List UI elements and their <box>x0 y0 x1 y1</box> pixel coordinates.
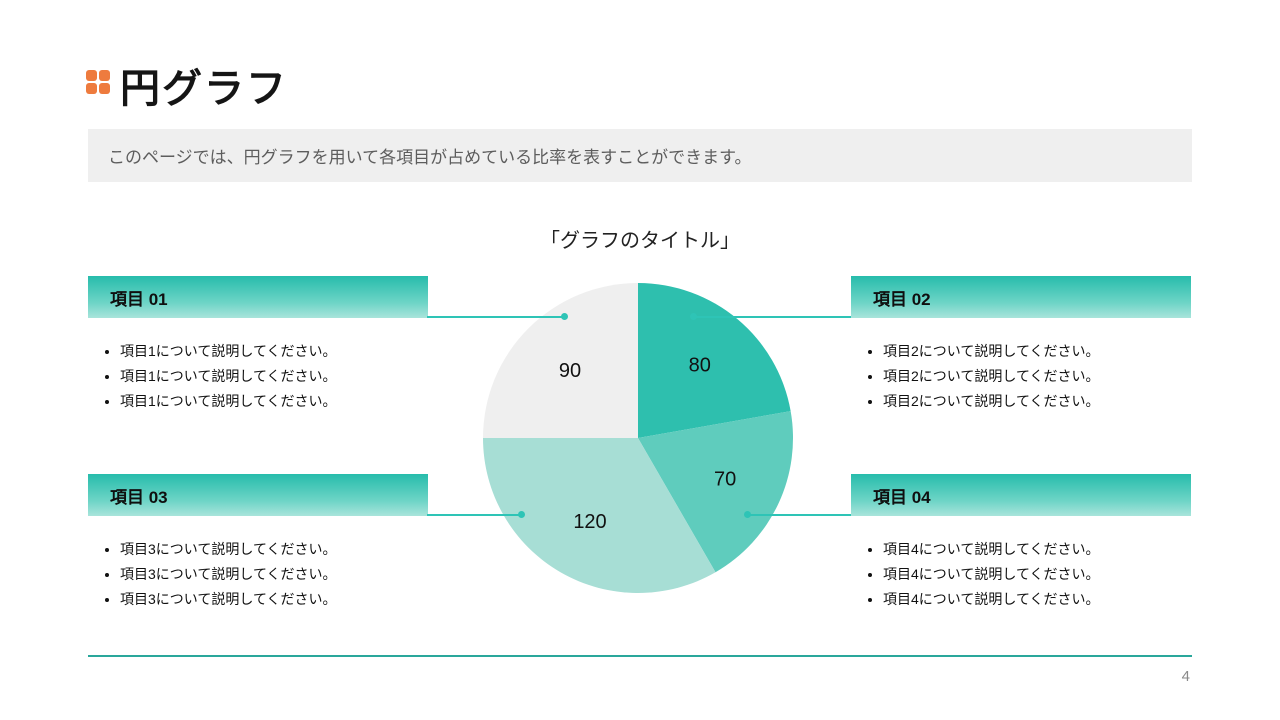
item-4-label: 項目 04 <box>873 487 931 507</box>
bullet-item: 項目2について説明してください。 <box>883 389 1191 414</box>
item-card-2: 項目 02 項目2について説明してください。 項目2について説明してください。 … <box>851 276 1191 414</box>
pie-value-label: 70 <box>714 469 736 491</box>
pie-value-label: 120 <box>573 511 606 533</box>
bullet-item: 項目3について説明してください。 <box>120 562 428 587</box>
bullet-item: 項目4について説明してください。 <box>883 537 1191 562</box>
chart-title: 「グラフのタイトル」 <box>540 230 740 252</box>
pie-slice <box>483 438 716 593</box>
item-2-header: 項目 02 <box>851 276 1191 318</box>
item-card-1: 項目 01 項目1について説明してください。 項目1について説明してください。 … <box>88 276 428 414</box>
bullet-item: 項目4について説明してください。 <box>883 587 1191 612</box>
bullet-item: 項目1について説明してください。 <box>120 339 428 364</box>
page-number: 4 <box>1181 668 1190 685</box>
item-1-header: 項目 01 <box>88 276 428 318</box>
clover-icon <box>86 70 110 94</box>
item-4-bullet-list: 項目4について説明してください。 項目4について説明してください。 項目4につい… <box>851 537 1191 612</box>
connector-dot-item2 <box>690 313 697 320</box>
item-3-header: 項目 03 <box>88 474 428 516</box>
bullet-item: 項目3について説明してください。 <box>120 537 428 562</box>
item-1-label: 項目 01 <box>110 289 168 309</box>
connector-line-item4 <box>744 511 851 518</box>
item-3-label: 項目 03 <box>110 487 168 507</box>
bullet-item: 項目4について説明してください。 <box>883 562 1191 587</box>
pie-slice <box>483 283 638 438</box>
pie-slice <box>638 411 794 573</box>
description-banner: このページでは、円グラフを用いて各項目が占めている比率を表すことができます。 <box>88 129 1192 182</box>
bullet-item: 項目1について説明してください。 <box>120 364 428 389</box>
pie-chart: 80 70 120 90 <box>483 283 794 593</box>
page-title: 円グラフ <box>120 67 288 111</box>
connector-dot-item3 <box>518 511 525 518</box>
connector-line-item2 <box>690 313 851 320</box>
item-card-4: 項目 04 項目4について説明してください。 項目4について説明してください。 … <box>851 474 1191 612</box>
pie-value-label: 80 <box>689 354 711 376</box>
bullet-item: 項目3について説明してください。 <box>120 587 428 612</box>
connector-dot-item1 <box>561 313 568 320</box>
item-2-label: 項目 02 <box>873 289 931 309</box>
connector-line-item3 <box>427 511 525 518</box>
pie-slice <box>638 283 791 438</box>
connector-dot-item4 <box>744 511 751 518</box>
item-3-bullet-list: 項目3について説明してください。 項目3について説明してください。 項目3につい… <box>88 537 428 612</box>
item-2-bullet-list: 項目2について説明してください。 項目2について説明してください。 項目2につい… <box>851 339 1191 414</box>
bullet-item: 項目2について説明してください。 <box>883 339 1191 364</box>
bullet-item: 項目2について説明してください。 <box>883 364 1191 389</box>
item-4-header: 項目 04 <box>851 474 1191 516</box>
connector-line-item1 <box>427 313 568 320</box>
item-1-bullet-list: 項目1について説明してください。 項目1について説明してください。 項目1につい… <box>88 339 428 414</box>
pie-value-label: 90 <box>559 360 581 382</box>
bullet-item: 項目1について説明してください。 <box>120 389 428 414</box>
description-text: このページでは、円グラフを用いて各項目が占めている比率を表すことができます。 <box>108 148 752 167</box>
item-card-3: 項目 03 項目3について説明してください。 項目3について説明してください。 … <box>88 474 428 612</box>
footer-divider <box>88 655 1192 657</box>
